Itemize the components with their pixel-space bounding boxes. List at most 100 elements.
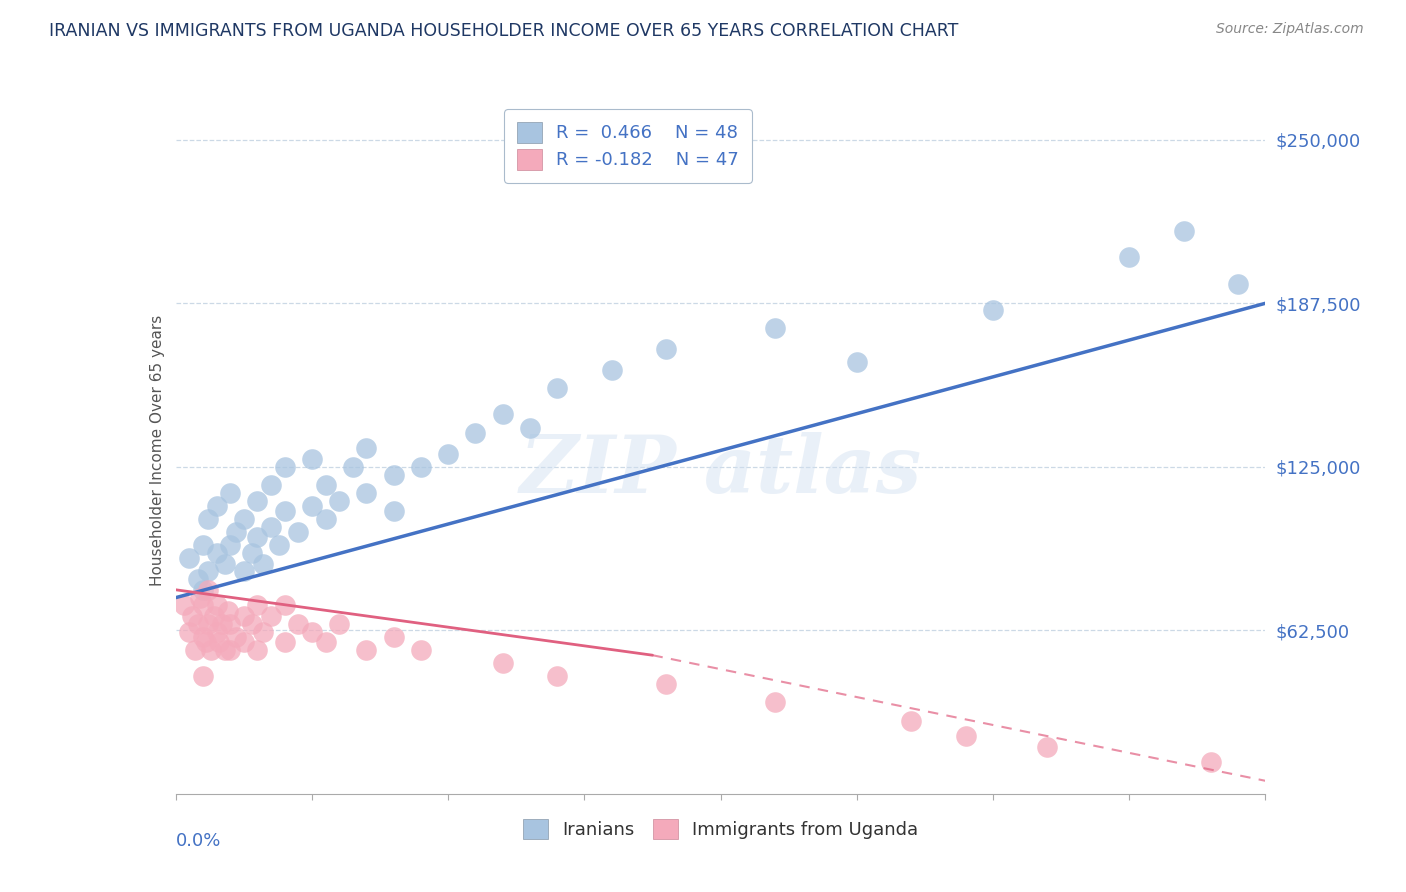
Point: [492, 408, 515, 422]
Text: Source: ZipAtlas.com: Source: ZipAtlas.com: [1216, 22, 1364, 37]
Point: [845, 355, 868, 369]
Point: [274, 635, 297, 649]
Point: [214, 643, 236, 657]
Point: [240, 546, 263, 560]
Y-axis label: Householder Income Over 65 years: Householder Income Over 65 years: [149, 315, 165, 586]
Point: [301, 499, 323, 513]
Point: [181, 609, 204, 624]
Point: [197, 512, 219, 526]
Point: [179, 624, 201, 639]
Point: [356, 442, 378, 456]
Point: [191, 582, 214, 597]
Point: [191, 630, 214, 644]
Point: [202, 609, 225, 624]
Point: [246, 531, 269, 545]
Point: [409, 643, 432, 657]
Point: [225, 525, 247, 540]
Point: [356, 643, 378, 657]
Point: [382, 467, 405, 482]
Point: [208, 635, 231, 649]
Point: [260, 478, 283, 492]
Point: [328, 493, 350, 508]
Point: [205, 499, 228, 513]
Text: IRANIAN VS IMMIGRANTS FROM UGANDA HOUSEHOLDER INCOME OVER 65 YEARS CORRELATION C: IRANIAN VS IMMIGRANTS FROM UGANDA HOUSEH…: [49, 22, 959, 40]
Text: ZIP atlas: ZIP atlas: [519, 433, 922, 510]
Point: [655, 342, 678, 356]
Point: [1173, 224, 1195, 238]
Point: [315, 478, 337, 492]
Point: [1199, 756, 1222, 770]
Point: [184, 643, 207, 657]
Point: [981, 302, 1004, 317]
Point: [464, 425, 486, 440]
Point: [240, 616, 263, 631]
Point: [225, 630, 247, 644]
Point: [900, 714, 922, 728]
Point: [186, 572, 209, 586]
Point: [191, 538, 214, 552]
Point: [600, 363, 623, 377]
Point: [219, 538, 242, 552]
Point: [205, 546, 228, 560]
Point: [287, 525, 309, 540]
Point: [955, 729, 977, 743]
Point: [328, 616, 350, 631]
Point: [287, 616, 309, 631]
Point: [546, 381, 568, 395]
Text: 0.0%: 0.0%: [176, 831, 221, 850]
Point: [191, 669, 214, 683]
Point: [219, 643, 242, 657]
Point: [205, 624, 228, 639]
Point: [205, 599, 228, 613]
Point: [246, 493, 269, 508]
Point: [232, 609, 254, 624]
Point: [214, 557, 236, 571]
Point: [274, 599, 297, 613]
Legend: Iranians, Immigrants from Uganda: Iranians, Immigrants from Uganda: [516, 812, 925, 847]
Point: [655, 677, 678, 691]
Point: [219, 486, 242, 500]
Point: [219, 616, 242, 631]
Point: [342, 459, 364, 474]
Point: [260, 520, 283, 534]
Point: [232, 512, 254, 526]
Point: [252, 557, 274, 571]
Point: [246, 643, 269, 657]
Point: [519, 420, 541, 434]
Point: [188, 591, 211, 605]
Point: [179, 551, 201, 566]
Point: [1118, 251, 1140, 265]
Point: [173, 599, 195, 613]
Point: [252, 624, 274, 639]
Point: [197, 616, 219, 631]
Point: [492, 656, 515, 670]
Point: [274, 504, 297, 518]
Point: [546, 669, 568, 683]
Point: [260, 609, 283, 624]
Point: [200, 643, 222, 657]
Point: [356, 486, 378, 500]
Point: [232, 565, 254, 579]
Point: [1036, 739, 1059, 754]
Point: [197, 582, 219, 597]
Point: [315, 512, 337, 526]
Point: [763, 695, 786, 709]
Point: [197, 565, 219, 579]
Point: [382, 630, 405, 644]
Point: [1227, 277, 1250, 291]
Point: [246, 599, 269, 613]
Point: [301, 452, 323, 467]
Point: [274, 459, 297, 474]
Point: [211, 616, 233, 631]
Point: [409, 459, 432, 474]
Point: [191, 599, 214, 613]
Point: [194, 635, 217, 649]
Point: [232, 635, 254, 649]
Point: [301, 624, 323, 639]
Point: [315, 635, 337, 649]
Point: [217, 604, 239, 618]
Point: [382, 504, 405, 518]
Point: [437, 447, 460, 461]
Point: [269, 538, 291, 552]
Point: [763, 321, 786, 335]
